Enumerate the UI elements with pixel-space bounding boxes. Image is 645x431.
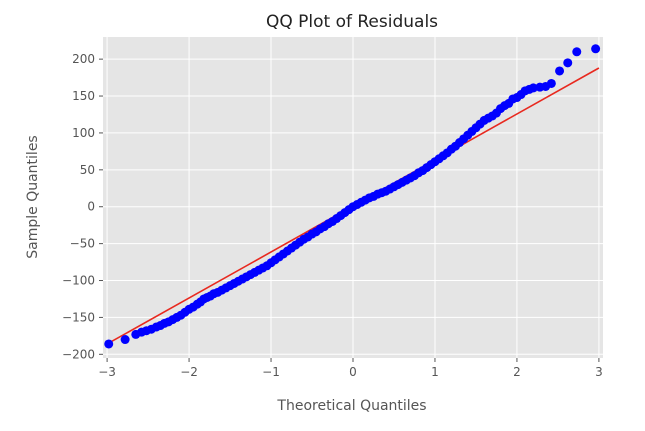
data-point [572,47,582,57]
y-tick-label: −200 [62,347,95,361]
x-tick-label: −3 [98,365,116,379]
data-point [546,78,556,88]
x-tick-label: 1 [431,365,439,379]
y-tick-label: 50 [80,163,95,177]
y-tick-label: 100 [72,126,95,140]
y-tick-label: 0 [87,200,95,214]
chart-title: QQ Plot of Residuals [266,12,438,32]
data-points [104,44,601,349]
y-tick-label: −50 [70,237,95,251]
data-point [555,66,565,76]
data-point [120,335,130,345]
y-tick-label: 150 [72,89,95,103]
y-tick-label: 200 [72,52,95,66]
data-point [591,44,601,54]
x-tick-label: 2 [513,365,521,379]
x-tick-label: 3 [595,365,603,379]
grid-lines [103,37,603,358]
x-axis-label: Theoretical Quantiles [276,398,426,414]
y-axis-label: Sample Quantiles [25,135,41,258]
data-point [528,83,538,93]
x-axis-ticks: −3 −2 −1 0 1 2 3 [98,358,603,379]
x-tick-label: −2 [180,365,198,379]
x-tick-label: −1 [262,365,280,379]
x-tick-label: 0 [349,365,357,379]
data-point [104,339,114,349]
data-point [563,58,573,68]
y-axis-ticks: −200 −150 −100 −50 0 50 100 150 200 [62,52,103,361]
y-tick-label: −150 [62,310,95,324]
y-tick-label: −100 [62,274,95,288]
